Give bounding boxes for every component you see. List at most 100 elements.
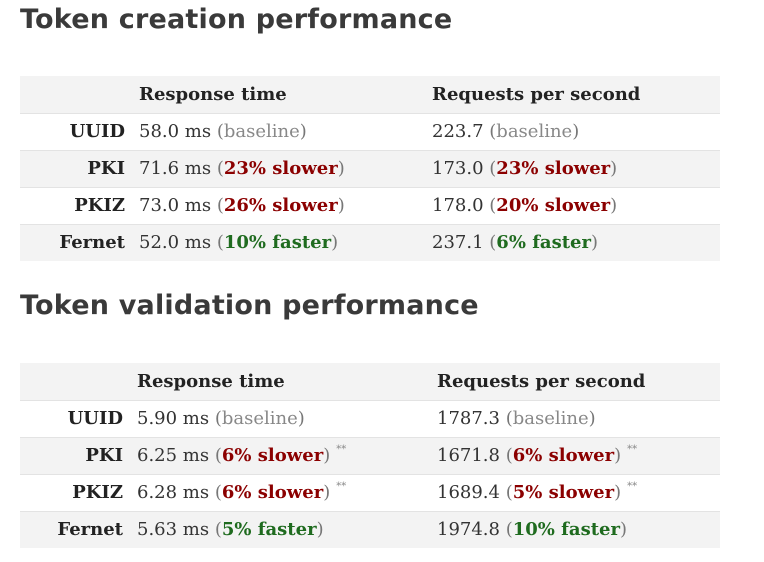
- rps-comparison: 10% faster: [512, 519, 620, 541]
- paren-close: ): [619, 519, 627, 541]
- paren-close: ): [299, 121, 307, 142]
- row-name: UUID: [67, 408, 123, 429]
- creation-section-title: Token creation performance: [20, 4, 453, 35]
- rps-footnote-mark: **: [627, 444, 638, 455]
- paren-close: ): [614, 482, 622, 503]
- paren-close: ): [323, 445, 331, 466]
- rt-value: 58.0 ms: [139, 121, 212, 142]
- table-row: PKI 71.6 ms (23% slower) 173.0 (23% slower…: [20, 150, 720, 187]
- response-time-cell: 58.0 ms (baseline): [139, 113, 432, 150]
- requests-per-second-cell: 178.0 (20% slower): [432, 187, 720, 224]
- table-row: PKIZ 6.28 ms (6% slower) ** 1689.4 (5% slow…: [20, 474, 720, 511]
- table-header-row: Response time Requests per second: [20, 76, 720, 113]
- rps-comparison: 20% slower: [496, 195, 611, 216]
- header-response-time: Response time: [137, 370, 285, 392]
- paren-close: ): [331, 232, 339, 254]
- table-row: PKIZ 73.0 ms (26% slower) 178.0 (20% slowe…: [20, 187, 720, 224]
- requests-per-second-cell: 1689.4 (5% slower) **: [437, 474, 720, 511]
- paren-close: ): [572, 121, 580, 142]
- rps-footnote-mark: **: [627, 481, 638, 492]
- paren-open: (: [505, 445, 513, 466]
- rps-value: 237.1: [432, 232, 484, 254]
- table-row: UUID 5.90 ms (baseline) 1787.3 (baseline): [20, 400, 720, 437]
- paren-close: ): [316, 519, 324, 541]
- paren-close: ): [337, 158, 345, 179]
- paren-open: (: [489, 158, 497, 179]
- rps-comparison: baseline: [512, 408, 589, 429]
- paren-open: (: [216, 195, 224, 216]
- creation-performance-table: Response time Requests per second UUID 58…: [20, 76, 720, 261]
- response-time-cell: 73.0 ms (26% slower): [139, 187, 432, 224]
- requests-per-second-cell: 1787.3 (baseline): [437, 400, 720, 437]
- paren-close: ): [590, 232, 599, 254]
- rt-value: 5.63 ms: [137, 519, 210, 541]
- rps-comparison: 6% slower: [512, 445, 615, 466]
- response-time-cell: 5.90 ms (baseline): [137, 400, 437, 437]
- header-empty: [20, 76, 139, 113]
- rt-value: 5.90 ms: [137, 408, 210, 429]
- rps-value: 1671.8: [437, 445, 500, 466]
- paren-close: ): [614, 445, 622, 466]
- table-row: UUID 58.0 ms (baseline) 223.7 (baseline): [20, 113, 720, 150]
- response-time-cell: 6.25 ms (6% slower) **: [137, 437, 437, 474]
- paren-open: (: [216, 158, 224, 179]
- paren-open: (: [216, 121, 224, 142]
- paren-open: (: [214, 519, 222, 541]
- paren-open: (: [214, 408, 222, 429]
- paren-open: (: [214, 445, 222, 466]
- header-empty: [20, 363, 137, 400]
- table-row: Fernet 5.63 ms (5% faster) 1974.8 (10% fas…: [20, 511, 720, 548]
- paren-open: (: [489, 195, 497, 216]
- rps-comparison: 6% faster: [496, 232, 591, 254]
- paren-open: (: [214, 482, 222, 503]
- rt-comparison: baseline: [223, 121, 300, 142]
- header-requests-per-second: Requests per second: [437, 370, 646, 392]
- rps-value: 1689.4: [437, 482, 500, 503]
- table-row: Fernet 52.0 ms (10% faster) 237.1 (6% fast…: [20, 224, 720, 261]
- validation-section-title: Token validation performance: [20, 290, 479, 321]
- rps-comparison: 23% slower: [496, 158, 611, 179]
- rt-comparison: baseline: [221, 408, 298, 429]
- rt-comparison: 6% slower: [221, 445, 324, 466]
- rps-comparison: 5% slower: [512, 482, 615, 503]
- paren-open: (: [505, 408, 513, 429]
- rt-comparison: 5% faster: [221, 519, 317, 541]
- requests-per-second-cell: 237.1 (6% faster): [432, 224, 720, 261]
- requests-per-second-cell: 1671.8 (6% slower) **: [437, 437, 720, 474]
- rps-value: 173.0: [432, 158, 484, 179]
- row-name: PKIZ: [72, 482, 123, 503]
- row-name: PKI: [85, 445, 123, 466]
- rt-value: 52.0 ms: [139, 232, 212, 254]
- rt-value: 6.28 ms: [137, 482, 210, 503]
- paren-open: (: [505, 519, 513, 541]
- rps-value: 1787.3: [437, 408, 500, 429]
- paren-close: ): [323, 482, 331, 503]
- paren-close: ): [610, 195, 618, 216]
- rt-comparison: 6% slower: [221, 482, 324, 503]
- response-time-cell: 52.0 ms (10% faster): [139, 224, 432, 261]
- rps-comparison: baseline: [496, 121, 573, 142]
- response-time-cell: 5.63 ms (5% faster): [137, 511, 437, 548]
- rt-comparison: 10% faster: [223, 232, 332, 254]
- requests-per-second-cell: 173.0 (23% slower): [432, 150, 720, 187]
- header-response-time: Response time: [139, 83, 287, 105]
- paren-close: ): [297, 408, 305, 429]
- paren-close: ): [337, 195, 345, 216]
- paren-open: (: [505, 482, 513, 503]
- paren-close: ): [610, 158, 618, 179]
- rt-value: 73.0 ms: [139, 195, 212, 216]
- row-name: Fernet: [57, 519, 123, 541]
- paren-open: (: [216, 232, 224, 254]
- row-name: Fernet: [59, 232, 125, 254]
- table-row: PKI 6.25 ms (6% slower) ** 1671.8 (6% slowe…: [20, 437, 720, 474]
- paren-open: (: [489, 121, 497, 142]
- row-name: PKI: [87, 158, 125, 179]
- requests-per-second-cell: 1974.8 (10% faster): [437, 511, 720, 548]
- rt-value: 71.6 ms: [139, 158, 212, 179]
- header-requests-per-second: Requests per second: [432, 83, 641, 105]
- rps-value: 223.7: [432, 121, 484, 142]
- rt-comparison: 23% slower: [223, 158, 338, 179]
- response-time-cell: 6.28 ms (6% slower) **: [137, 474, 437, 511]
- row-name: UUID: [69, 121, 125, 142]
- response-time-cell: 71.6 ms (23% slower): [139, 150, 432, 187]
